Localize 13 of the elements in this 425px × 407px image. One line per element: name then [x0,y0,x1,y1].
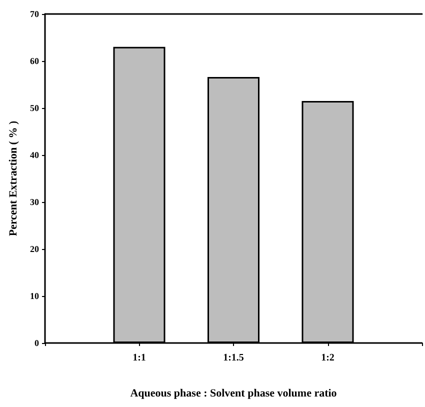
x-axis-title: Aqueous phase : Solvent phase volume ratio [130,388,338,400]
y-tick-label: 50 [30,103,40,113]
x-tick-label: 1:1 [132,352,146,364]
y-tick-label: 60 [30,56,40,66]
y-tick-label: 20 [30,244,40,254]
y-tick-label: 30 [30,197,40,207]
y-tick-label: 70 [30,9,40,19]
x-tick-label: 1:1.5 [223,352,244,364]
y-tick-label: 40 [30,150,40,160]
y-tick-label: 10 [30,291,40,301]
y-tick-label: 0 [34,338,40,348]
y-axis-title: Percent Extraction ( % ) [8,120,20,236]
x-tick-label: 1:2 [321,352,334,364]
